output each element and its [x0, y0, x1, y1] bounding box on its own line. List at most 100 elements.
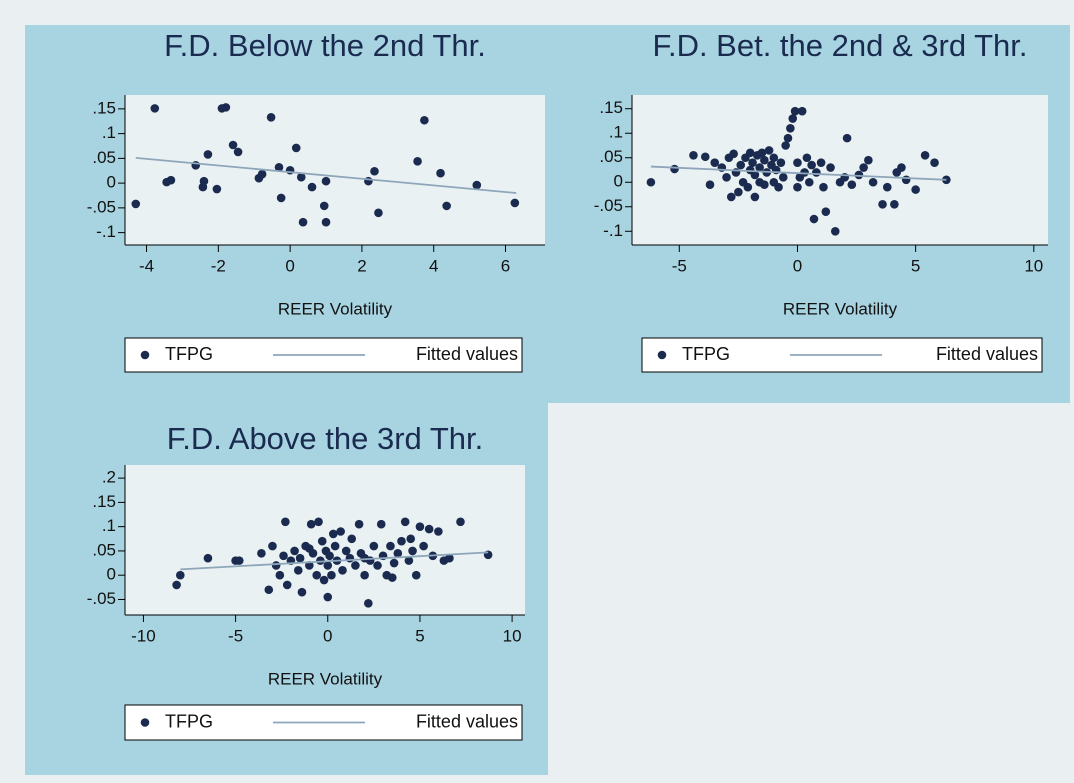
scatter-point: [890, 200, 899, 209]
x-tick-label: 10: [1024, 256, 1043, 275]
y-tick-label: .05: [92, 148, 116, 167]
scatter-point: [920, 150, 930, 160]
x-tick-label: 0: [323, 626, 332, 645]
scatter-point: [783, 133, 793, 143]
scatter-point: [445, 553, 454, 563]
scatter-point: [408, 546, 417, 556]
scatter-point: [868, 177, 878, 187]
scatter-point: [319, 575, 329, 585]
scatter-point: [296, 172, 306, 182]
y-tick-label: -.05: [87, 589, 116, 608]
scatter-point: [306, 519, 316, 529]
scatter-point: [266, 112, 276, 122]
scatter-point: [386, 541, 395, 551]
scatter-point: [911, 185, 920, 194]
scatter-point: [131, 199, 141, 209]
scatter-point: [364, 599, 373, 608]
fitted-line: [135, 156, 517, 194]
scatter-point: [901, 175, 911, 185]
x-tick-label: -4: [139, 256, 154, 275]
scatter-point: [305, 561, 314, 570]
scatter-point: [400, 517, 410, 527]
scatter-point: [802, 153, 812, 163]
scatter-point: [809, 214, 819, 224]
scatter-point: [745, 148, 755, 158]
y-tick-label: .1: [609, 123, 623, 142]
x-tick-label: 2: [357, 256, 366, 275]
x-tick-label: 4: [429, 256, 438, 275]
y-tick-label: .15: [92, 98, 116, 117]
legend-label: Fitted values: [416, 344, 518, 364]
legend-marker: [140, 350, 150, 360]
scatter-point: [257, 169, 267, 179]
scatter-point: [228, 140, 238, 150]
y-tick-label: .15: [599, 98, 623, 117]
scatter-point: [793, 158, 802, 167]
scatter-point: [807, 160, 816, 170]
scatter-point: [338, 566, 347, 575]
scatter-point: [199, 176, 209, 186]
scatter-point: [364, 176, 373, 186]
scatter-point: [307, 182, 317, 192]
scatter-point: [689, 150, 698, 160]
scatter-point: [275, 570, 285, 580]
scatter-point: [360, 553, 369, 563]
x-tick-label: 0: [285, 256, 294, 275]
scatter-point: [297, 587, 307, 597]
scatter-point: [726, 192, 736, 202]
scatter-point: [790, 106, 800, 116]
scatter-point: [376, 519, 386, 529]
scatter-point: [393, 549, 403, 558]
scatter-point: [734, 187, 743, 197]
scatter-point: [510, 198, 520, 208]
scatter-point: [760, 180, 769, 190]
scatter-point: [804, 177, 814, 187]
plot-area: [125, 95, 545, 245]
x-axis-label: REER Volatility: [278, 299, 393, 318]
x-tick-label: 10: [503, 626, 522, 645]
scatter-point: [434, 527, 443, 536]
y-tick-label: 0: [614, 172, 623, 191]
scatter-point: [764, 146, 774, 155]
scatter-point: [700, 152, 710, 162]
scatter-point: [729, 149, 738, 159]
scatter-point: [774, 182, 783, 192]
scatter-point: [897, 163, 906, 172]
scatter-point: [397, 536, 406, 546]
scatter-point: [325, 551, 334, 561]
scatter-point: [305, 544, 314, 553]
scatter-point: [812, 168, 821, 177]
scatter-point: [319, 201, 329, 211]
scatter-point: [424, 524, 434, 534]
scatter-point: [330, 541, 340, 551]
scatter-point: [233, 147, 243, 157]
scatter-point: [800, 168, 809, 177]
x-axis-label: REER Volatility: [783, 299, 898, 318]
scatter-point: [436, 168, 445, 178]
x-tick-label: -5: [672, 256, 687, 275]
scatter-point: [290, 546, 299, 556]
scatter-point: [748, 158, 757, 167]
scatter-point: [268, 541, 277, 551]
scatter-point: [755, 163, 764, 172]
scatter-point: [420, 115, 429, 125]
scatter-point: [203, 150, 213, 159]
scatter-point: [404, 556, 414, 565]
scatter-point: [370, 166, 379, 176]
scatter-point: [387, 573, 397, 582]
scatter-point: [442, 201, 451, 211]
scatter-point: [317, 536, 327, 546]
scatter-point: [295, 553, 305, 563]
scatter-point: [175, 570, 185, 580]
y-tick-label: 0: [107, 565, 116, 584]
scatter-point: [778, 173, 788, 182]
y-tick-label: -.05: [87, 197, 116, 216]
y-tick-label: -.1: [96, 222, 116, 241]
legend-label: TFPG: [165, 711, 213, 731]
scatter-point: [321, 176, 331, 186]
x-tick-label: 6: [501, 256, 510, 275]
y-tick-label: 0: [107, 173, 116, 192]
scatter-point: [859, 163, 868, 172]
scatter-point: [279, 551, 288, 561]
